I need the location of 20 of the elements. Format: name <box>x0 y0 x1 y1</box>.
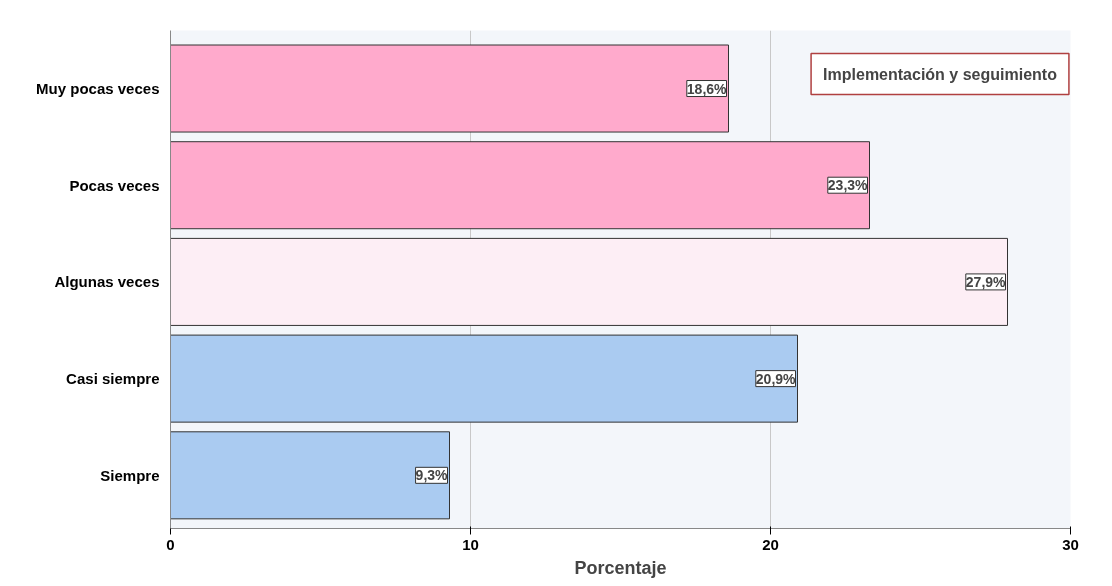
data-label: 27,9% <box>965 273 1007 290</box>
y-tick-label: Casi siempre <box>66 370 160 388</box>
x-axis-title: Porcentaje <box>574 557 667 578</box>
x-tick-label: 20 <box>762 535 779 553</box>
y-tick-label: Algunas veces <box>54 273 160 291</box>
x-tick-label: 10 <box>462 535 479 553</box>
y-tick-label: Muy pocas veces <box>36 80 160 98</box>
data-label: 18,6% <box>686 80 728 97</box>
text: Implementación y seguimiento <box>823 65 1058 83</box>
data-label: 20,9% <box>755 370 797 387</box>
x-tick-label: 0 <box>166 535 175 553</box>
data-label: 23,3% <box>827 177 869 194</box>
y-tick-label: Pocas veces <box>69 176 160 194</box>
bar <box>170 44 729 133</box>
bar <box>170 334 798 423</box>
data-label: 9,3% <box>415 467 449 484</box>
bar <box>170 141 870 230</box>
bar <box>170 431 450 520</box>
x-tick-label: 30 <box>1062 535 1079 553</box>
y-tick-label: Siempre <box>100 466 160 484</box>
